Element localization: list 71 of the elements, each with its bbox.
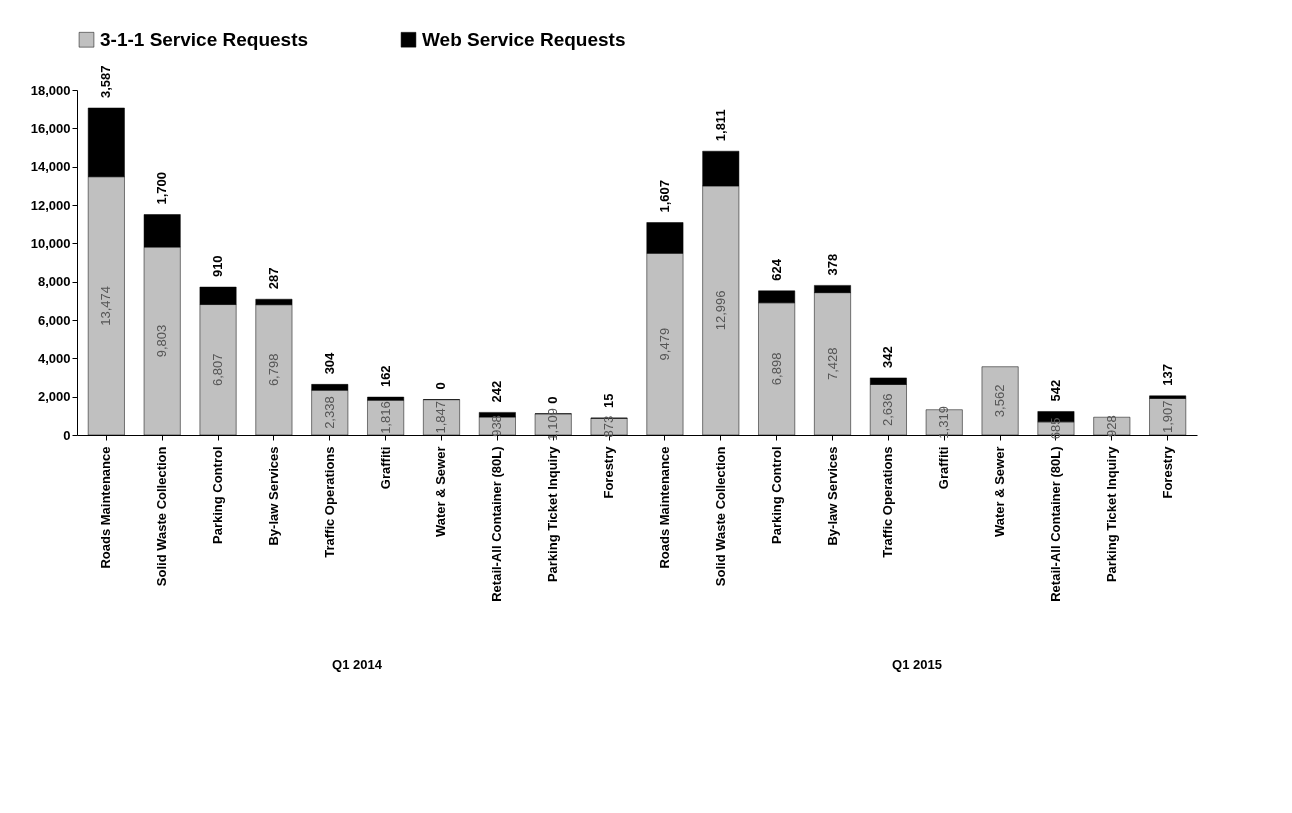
x-tick-label: Parking Control <box>768 446 784 545</box>
x-tick-label: Roads Maintenance <box>98 446 114 569</box>
x-tick-label: Parking Ticket Inquiry <box>1103 445 1119 583</box>
data-label: 1,811 <box>712 109 728 142</box>
data-label: 137 <box>1159 364 1175 386</box>
data-label: 624 <box>768 258 784 281</box>
x-tick-label: Traffic Operations <box>880 446 896 558</box>
data-label: 910 <box>210 255 226 278</box>
data-label: 873 <box>601 415 617 438</box>
data-label: 0 <box>433 382 449 390</box>
data-label: 928 <box>1103 415 1119 437</box>
x-tick-label: Water & Sewer <box>433 446 449 538</box>
y-tick-label: 10,000 <box>30 235 71 251</box>
x-tick-label: Forestry <box>601 445 617 499</box>
data-label: 7,428 <box>824 347 840 381</box>
x-tick-label: Traffic Operations <box>321 446 337 558</box>
data-label: 6,807 <box>210 353 226 387</box>
data-label: 242 <box>489 380 505 403</box>
data-label: 9,803 <box>154 324 170 358</box>
data-label: 2,338 <box>321 396 337 429</box>
data-label: 2,636 <box>880 393 896 427</box>
data-label: 1,907 <box>1159 400 1175 433</box>
y-tick-label: 18,000 <box>30 82 71 98</box>
data-label: 287 <box>265 267 281 290</box>
x-tick-label: Graffiti <box>377 446 393 490</box>
x-tick-label: Parking Ticket Inquiry <box>545 445 561 583</box>
data-label: 9,479 <box>656 327 672 361</box>
x-tick-label: Roads Maintenance <box>656 446 672 569</box>
x-tick-label: By-law Services <box>824 446 840 546</box>
y-tick-label: 16,000 <box>30 120 71 136</box>
data-label: 1,700 <box>154 171 170 205</box>
data-label: 1,847 <box>433 401 449 434</box>
data-label: 0 <box>545 396 561 404</box>
x-tick-label: By-law Services <box>265 446 281 546</box>
data-label: 938 <box>489 415 505 437</box>
data-label: 378 <box>824 253 840 276</box>
text: Q1 2014 <box>332 657 383 672</box>
x-tick-label: Retail-All Container (80L) <box>1047 446 1063 602</box>
data-label: 3,562 <box>992 384 1008 418</box>
data-label: 542 <box>1047 379 1063 402</box>
x-tick-label: Retail-All Container (80L) <box>489 446 505 602</box>
data-label: 3,587 <box>98 65 114 98</box>
data-label: 1,109 <box>545 408 561 441</box>
y-tick-label: 4,000 <box>37 350 71 366</box>
data-label: 685 <box>1047 417 1063 440</box>
legend-label: 3-1-1 Service Requests <box>100 28 309 50</box>
y-tick-label: 6,000 <box>37 312 71 328</box>
y-tick-label: 8,000 <box>37 274 71 290</box>
x-tick-label: Forestry <box>1159 445 1175 499</box>
x-tick-label: Water & Sewer <box>992 446 1008 538</box>
data-label: 304 <box>321 351 337 375</box>
y-tick-label: 14,000 <box>30 159 71 175</box>
data-label: 12,996 <box>712 290 728 331</box>
data-label: 1,816 <box>377 401 393 434</box>
text: Q1 2015 <box>892 657 942 672</box>
x-tick-label: Parking Control <box>210 446 226 545</box>
legend-label: Web Service Requests <box>422 28 626 50</box>
x-tick-label: Solid Waste Collection <box>712 446 728 587</box>
data-label: 6,798 <box>265 353 281 387</box>
y-tick-label: 0 <box>63 427 71 443</box>
data-label: 1,607 <box>656 179 672 213</box>
x-tick-label: Graffiti <box>936 446 952 490</box>
data-label: 1,319 <box>936 406 952 439</box>
data-label: 6,898 <box>768 352 784 386</box>
data-label: 162 <box>377 365 393 388</box>
data-label: 15 <box>601 393 617 408</box>
x-tick-label: Solid Waste Collection <box>154 446 170 587</box>
y-tick-label: 2,000 <box>37 389 71 405</box>
data-label: 13,474 <box>98 285 114 326</box>
data-label: 342 <box>880 346 896 368</box>
y-tick-label: 12,000 <box>30 197 71 213</box>
